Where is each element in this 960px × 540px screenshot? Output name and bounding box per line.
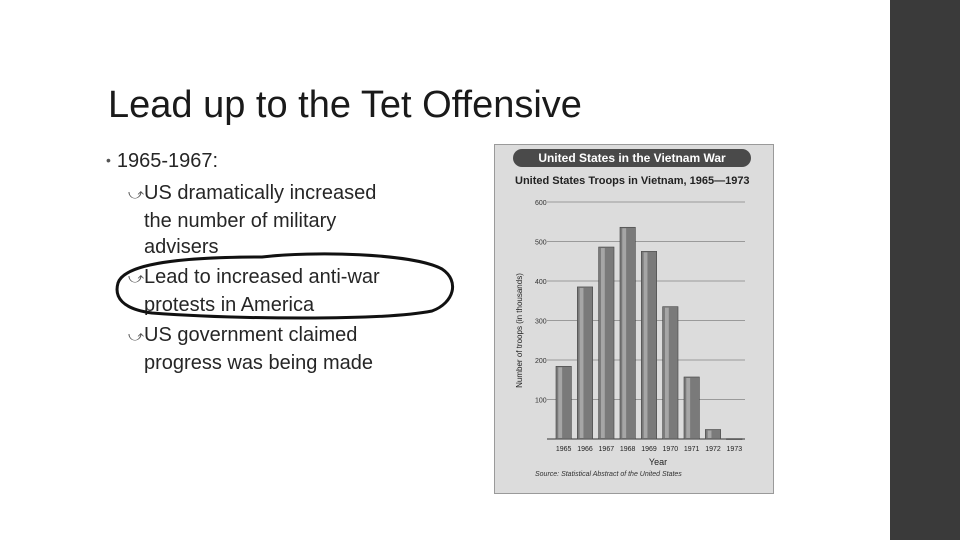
subbullet-item: ⤻Lead to increased anti-war protests in … (128, 264, 458, 318)
y-tick-label: 200 (535, 358, 547, 365)
chart-source: Source: Statistical Abstract of the Unit… (535, 471, 682, 478)
x-axis-label: Year (649, 457, 667, 467)
troops-bar-chart: 100 200 300 400 500 600 1965 1966 1967 1968 1969 19… (515, 200, 745, 467)
y-axis-label: Number of troops (in thousands) (515, 273, 524, 388)
x-tick-label: 1971 (684, 446, 700, 453)
x-tick-label: 1973 (727, 446, 743, 453)
y-tick-label: 400 (535, 279, 547, 286)
subbullet-text: progress was being made (144, 352, 374, 374)
x-tick-label: 1969 (641, 446, 657, 453)
side-accent-bar (890, 0, 960, 540)
curved-arrow-icon: ⤻ (128, 186, 145, 203)
bar-highlight (579, 287, 584, 438)
subbullet-text: Lead to increased anti-war (144, 266, 380, 288)
bar-highlight (558, 367, 563, 438)
subbullet-text: advisers (144, 236, 219, 258)
x-tick-label: 1967 (599, 446, 615, 453)
bar-highlight (643, 252, 648, 438)
figure-header: United States in the Vietnam War (513, 149, 751, 167)
bullet-item: • 1965-1967: (106, 150, 218, 173)
subbullet-text: US dramatically increased (144, 182, 377, 204)
subbullet-text: US government claimed (144, 324, 358, 346)
bullet-dot-icon: • (106, 152, 111, 168)
curved-arrow-icon: ⤻ (128, 270, 145, 287)
bar-highlight (664, 307, 669, 438)
subbullet-text: the number of military (144, 210, 337, 232)
x-tick-label: 1970 (663, 446, 679, 453)
subbullet-item: ⤻US dramatically increased the number of… (128, 180, 458, 260)
chart-figure: United States in the Vietnam War United … (494, 144, 774, 494)
y-tick-label: 300 (535, 319, 547, 326)
slide-title: Lead up to the Tet Offensive (108, 84, 582, 126)
x-tick-label: 1968 (620, 446, 636, 453)
subbullet-item: ⤻US government claimed progress was bein… (128, 322, 458, 376)
chart-title: United States Troops in Vietnam, 1965—19… (515, 175, 750, 187)
bar-highlight (686, 377, 691, 438)
bar-1973 (726, 438, 743, 440)
y-tick-label: 600 (535, 200, 547, 207)
x-tick-label: 1966 (577, 446, 593, 453)
y-tick-label: 100 (535, 398, 547, 405)
bar-1972 (705, 429, 721, 440)
curved-arrow-icon: ⤻ (128, 328, 145, 345)
x-tick-label: 1972 (705, 446, 721, 453)
bar-highlight (600, 248, 605, 438)
bullet-text: 1965-1967: (116, 150, 219, 172)
subbullet-text: protests in America (144, 294, 315, 316)
y-tick-label: 500 (535, 240, 547, 247)
bar-highlight (707, 430, 712, 438)
bar-highlight (622, 228, 627, 438)
x-tick-label: 1965 (556, 446, 572, 453)
